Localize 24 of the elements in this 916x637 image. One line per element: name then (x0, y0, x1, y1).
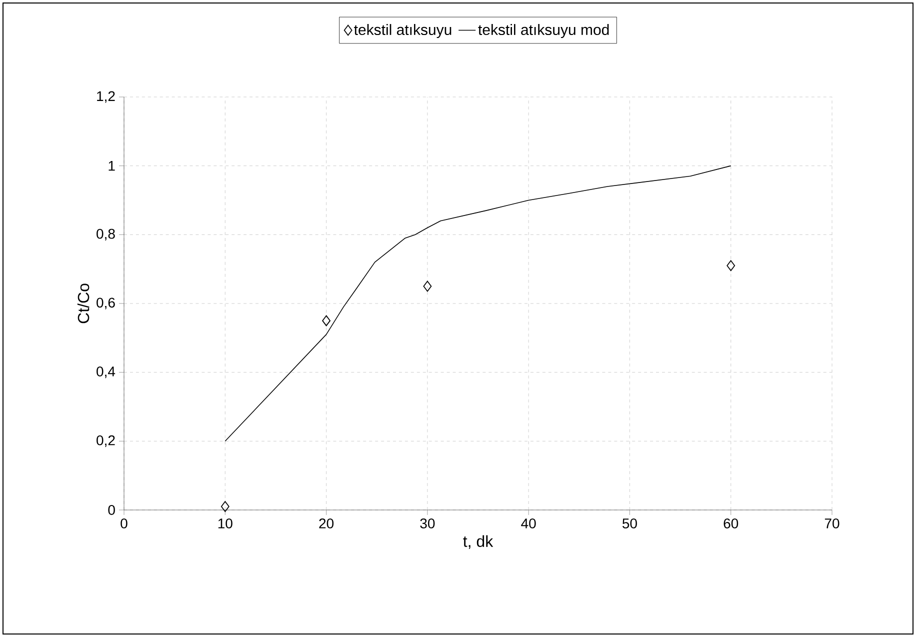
y-tick-label: 0,4 (96, 366, 116, 378)
x-tick-label: 30 (420, 518, 435, 528)
point (220, 501, 230, 512)
y-tick-label: 1 (108, 161, 115, 171)
y-tick-label: 0 (108, 505, 115, 515)
y-axis-title: Ct/Co (77, 284, 90, 324)
x-tick-label: 10 (218, 518, 232, 528)
x-tick-label: 0 (120, 518, 128, 528)
point (726, 260, 736, 272)
y-tick-label: 0,8 (96, 228, 115, 240)
point (423, 280, 432, 292)
x-tick-label: 20 (319, 518, 334, 528)
y-tick-label: 0,2 (96, 435, 115, 447)
point (322, 315, 330, 326)
x-tick-label: 40 (521, 518, 536, 528)
legend-label: tekstil atıksuyu (354, 24, 452, 38)
x-tick-label: 50 (622, 518, 637, 528)
legend-label: tekstil atıksuyu mod (478, 24, 609, 38)
x-tick-label: 60 (724, 518, 738, 528)
line-series (224, 165, 732, 442)
x-axis-title: t, dk (463, 535, 494, 549)
y-tick-label: 1,2 (97, 91, 115, 103)
x-tick-label: 70 (824, 518, 840, 528)
y-tick-label: 0,6 (96, 298, 115, 310)
